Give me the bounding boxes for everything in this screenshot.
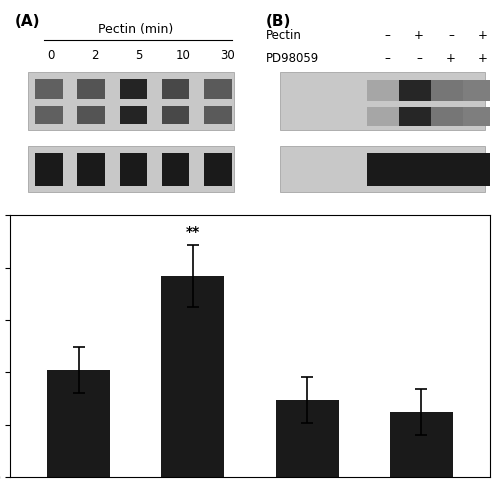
FancyBboxPatch shape [162, 78, 190, 99]
FancyBboxPatch shape [398, 79, 433, 101]
FancyBboxPatch shape [35, 78, 62, 99]
FancyBboxPatch shape [398, 107, 433, 126]
FancyBboxPatch shape [78, 106, 105, 124]
Text: 30: 30 [220, 49, 234, 61]
FancyBboxPatch shape [366, 107, 401, 126]
Text: **: ** [186, 225, 200, 239]
Text: +: + [478, 53, 488, 65]
Text: Pectin: Pectin [266, 29, 302, 42]
FancyBboxPatch shape [120, 153, 147, 187]
FancyBboxPatch shape [204, 78, 232, 99]
FancyBboxPatch shape [120, 106, 147, 124]
Text: –: – [384, 53, 390, 65]
Text: –: – [384, 29, 390, 42]
FancyBboxPatch shape [204, 153, 232, 187]
FancyBboxPatch shape [462, 107, 497, 126]
FancyBboxPatch shape [120, 78, 147, 99]
FancyBboxPatch shape [28, 146, 234, 192]
FancyBboxPatch shape [462, 153, 497, 187]
FancyBboxPatch shape [78, 78, 105, 99]
Text: +: + [414, 29, 424, 42]
Text: 10: 10 [176, 49, 190, 61]
FancyBboxPatch shape [78, 153, 105, 187]
Text: (B): (B) [266, 14, 291, 29]
FancyBboxPatch shape [430, 153, 465, 187]
Bar [276, 400, 338, 477]
FancyBboxPatch shape [28, 72, 234, 130]
Text: 5: 5 [136, 49, 143, 61]
FancyBboxPatch shape [398, 153, 433, 187]
FancyBboxPatch shape [430, 107, 465, 126]
FancyBboxPatch shape [430, 79, 465, 101]
Text: –: – [416, 53, 422, 65]
FancyBboxPatch shape [280, 72, 486, 130]
FancyBboxPatch shape [366, 79, 401, 101]
FancyBboxPatch shape [162, 106, 190, 124]
FancyBboxPatch shape [35, 106, 62, 124]
Text: +: + [478, 29, 488, 42]
Text: (A): (A) [14, 14, 40, 29]
Text: –: – [448, 29, 454, 42]
FancyBboxPatch shape [162, 153, 190, 187]
Text: PD98059: PD98059 [266, 53, 320, 65]
FancyBboxPatch shape [462, 79, 497, 101]
FancyBboxPatch shape [35, 153, 62, 187]
Text: Pectin (min): Pectin (min) [98, 23, 174, 37]
FancyBboxPatch shape [280, 146, 486, 192]
Text: 0: 0 [48, 49, 55, 61]
Bar [390, 412, 453, 477]
Text: 2: 2 [92, 49, 99, 61]
Bar [162, 276, 224, 477]
FancyBboxPatch shape [366, 153, 401, 187]
Text: +: + [446, 53, 456, 65]
FancyBboxPatch shape [204, 106, 232, 124]
Bar [47, 370, 110, 477]
